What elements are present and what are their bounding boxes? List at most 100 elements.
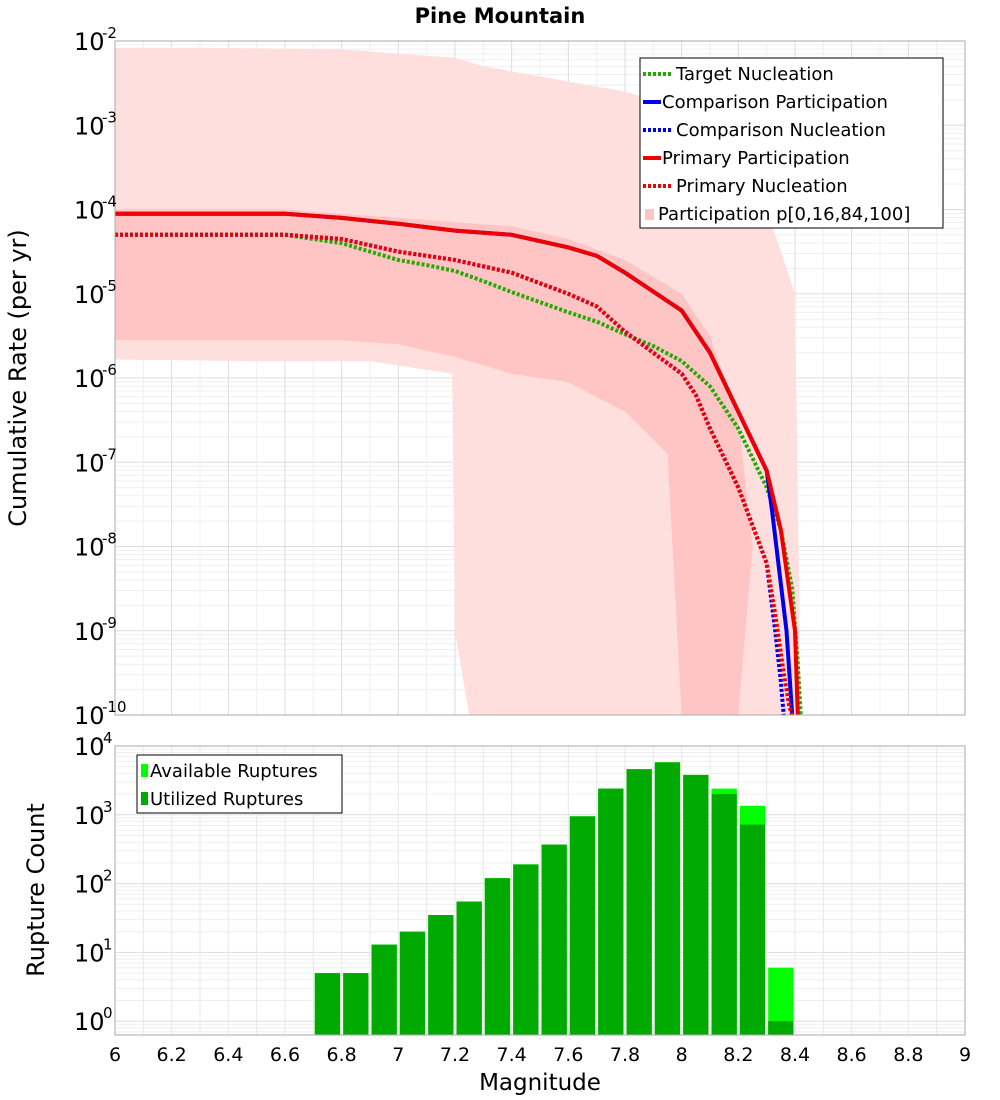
x-tick-label: 6.4 [213,1044,243,1066]
tick-base: 10 [74,1008,105,1036]
bottom-y-tick-label: 102 [74,867,113,899]
top-y-axis-label: Cumulative Rate (per yr) [4,229,32,527]
legend-item-comp_part: Comparison Participation [643,92,888,113]
tick-exponent: -2 [102,24,117,42]
tick-base: 10 [74,449,105,477]
x-axis-label: Magnitude [479,1070,601,1096]
tick-exponent: -7 [102,445,117,463]
top-y-tick-label: 10-6 [74,361,117,393]
x-tick-label: 7.6 [553,1044,583,1066]
bar-utilized [711,794,737,1035]
tick-base: 10 [74,534,105,562]
tick-exponent: 1 [103,935,113,953]
top-y-tick-label: 10-2 [74,24,117,56]
x-tick-label: 8 [676,1044,688,1066]
legend-item-target_nuc: Target Nucleation [643,64,834,85]
tick-base: 10 [74,112,105,140]
x-tick-label: 7 [392,1044,404,1066]
tick-base: 10 [74,28,105,56]
legend-swatch [645,209,654,220]
tick-base: 10 [74,871,105,899]
bar-utilized [314,973,341,1035]
tick-exponent: -6 [102,361,117,379]
legend-item-utilized: Utilized Ruptures [141,789,303,810]
legend-item-prim_nuc: Primary Nucleation [643,176,848,197]
tick-exponent: -9 [102,614,117,632]
legend-item-band: Participation p[0,16,84,100] [645,204,910,225]
bar-utilized [399,931,426,1035]
x-tick-label: 6.8 [327,1044,357,1066]
top-y-tick-label: 10-10 [74,698,127,730]
tick-base: 10 [74,365,105,393]
top-panel: 10-210-310-410-510-610-710-810-910-10 Cu… [4,24,966,730]
bottom-legend: Available Ruptures Utilized Ruptures [136,754,343,814]
top-y-tick-labels: 10-210-310-410-510-610-710-810-910-10 [74,24,127,730]
top-lines [115,211,803,715]
tick-exponent: 2 [103,867,113,885]
tick-exponent: 4 [103,729,113,747]
legend-label: Available Ruptures [150,761,318,782]
top-y-tick-label: 10-5 [74,277,117,309]
bottom-y-tick-label: 100 [74,1004,113,1036]
top-y-tick-label: 10-4 [74,193,117,225]
top-legend-box [639,57,944,229]
top-plot-frame [114,40,966,716]
legend-swatch [141,764,148,777]
tick-base: 10 [74,733,105,761]
legend-label: Primary Nucleation [676,176,848,197]
legend-label: Target Nucleation [675,64,834,85]
x-tick-label: 6.6 [270,1044,300,1066]
bottom-legend-box [136,754,343,814]
tick-exponent: -4 [102,193,117,211]
x-tick-label: 8.2 [723,1044,753,1066]
bar-utilized [371,944,397,1035]
x-tick-label: 7.8 [610,1044,640,1066]
bottom-y-tick-label: 104 [74,729,113,761]
x-tick-label: 9 [959,1044,971,1066]
bar-utilized [513,864,539,1035]
legend-label: Participation p[0,16,84,100] [658,204,910,225]
tick-exponent: -3 [102,108,117,126]
legend-item-prim_part: Primary Participation [643,148,850,169]
bar-utilized [739,824,766,1035]
bottom-bars [314,762,794,1035]
tick-base: 10 [74,939,105,967]
tick-exponent: -8 [102,530,117,548]
x-tick-label: 8.8 [893,1044,923,1066]
bar-utilized [343,973,369,1035]
tick-exponent: -10 [102,698,127,716]
chart-title: Pine Mountain [415,4,586,28]
tick-exponent: -5 [102,277,117,295]
top-y-tick-label: 10-8 [74,530,117,562]
legend-item-comp_nuc: Comparison Nucleation [643,120,886,141]
legend-label: Utilized Ruptures [150,789,303,810]
x-tick-label: 7.2 [440,1044,470,1066]
series-line-prim_part [115,211,800,715]
top-y-tick-label: 10-3 [74,108,117,140]
tick-base: 10 [74,197,105,225]
series-line-prim_nuc [115,232,795,715]
bottom-plot-frame [114,745,966,1036]
bar-utilized [598,788,624,1035]
legend-label: Comparison Participation [662,92,888,113]
tick-exponent: 0 [103,1004,113,1022]
bottom-x-tick-labels: 6 6.2 6.4 6.6 6.8 7 7.2 7.4 7.6 7.8 8 8.2 8.4 8.6 8.8 9 [109,1044,971,1066]
bar-utilized [654,762,681,1035]
bar-utilized [768,1021,794,1035]
tick-exponent: 3 [103,798,113,816]
x-tick-label: 7.4 [497,1044,527,1066]
top-y-tick-label: 10-7 [74,445,117,477]
x-tick-label: 6 [109,1044,121,1066]
bar-utilized [428,915,454,1035]
x-tick-label: 6.2 [157,1044,187,1066]
bar-utilized [456,901,482,1035]
tick-base: 10 [74,702,105,730]
bar-utilized [569,816,596,1035]
bottom-grid [114,746,966,1035]
tick-base: 10 [74,802,105,830]
x-tick-label: 8.6 [837,1044,867,1066]
x-tick-label: 8.4 [780,1044,810,1066]
